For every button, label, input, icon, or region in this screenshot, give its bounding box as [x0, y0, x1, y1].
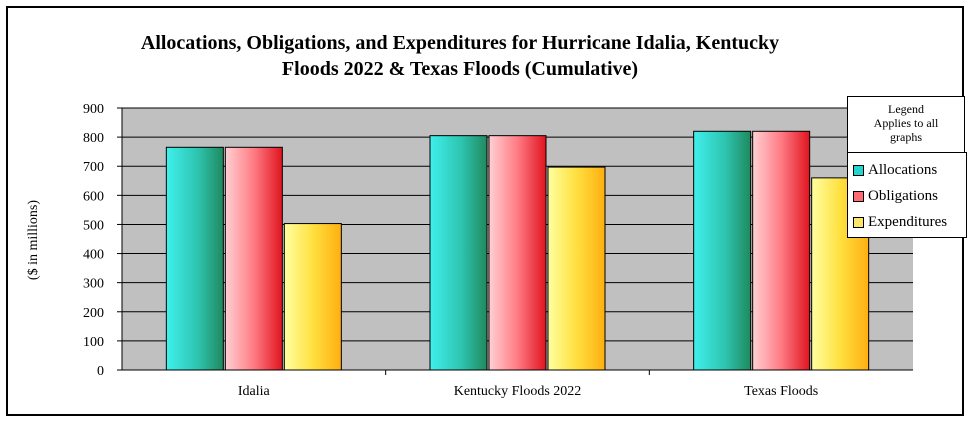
- y-tick-label: 0: [97, 364, 104, 379]
- legend-header: Legend Applies to all graphs: [847, 96, 965, 154]
- bar-obligations-1: [488, 135, 547, 371]
- legend-header-line-1: Legend: [888, 102, 924, 116]
- y-tick-label: 100: [83, 335, 104, 350]
- legend: Allocations Obligations Expenditures: [847, 152, 967, 238]
- x-tick-label: Idalia: [238, 384, 271, 399]
- legend-item-expenditures: Expenditures: [853, 209, 966, 235]
- bar-allocations-0: [165, 146, 224, 371]
- chart-title-line-2: Floods 2022 & Texas Floods (Cumulative): [281, 58, 639, 80]
- legend-header-line-3: graphs: [890, 130, 922, 144]
- y-tick-label: 500: [83, 218, 104, 233]
- y-tick-label: 900: [83, 102, 104, 117]
- chart-title-line-1: Allocations, Obligations, and Expenditur…: [140, 32, 780, 54]
- x-tick-label: Texas Floods: [744, 384, 818, 399]
- bar-expenditures-1: [547, 166, 606, 371]
- legend-swatch-allocations: [853, 164, 864, 176]
- bar-obligations-0: [224, 146, 283, 371]
- bar-obligations-2: [752, 130, 811, 371]
- bar-allocations-1: [429, 135, 488, 371]
- legend-swatch-expenditures: [853, 216, 864, 228]
- y-tick-label: 600: [83, 189, 104, 204]
- bar-expenditures-0: [283, 223, 342, 371]
- chart-title: Allocations, Obligations, and Expenditur…: [60, 30, 860, 82]
- legend-label-obligations: Obligations: [868, 187, 938, 204]
- legend-label-allocations: Allocations: [868, 161, 938, 178]
- bar-allocations-2: [693, 130, 752, 371]
- legend-swatch-obligations: [853, 190, 864, 202]
- legend-header-line-2: Applies to all: [873, 116, 939, 130]
- y-tick-label: 400: [83, 248, 104, 263]
- legend-label-expenditures: Expenditures: [868, 213, 948, 230]
- y-tick-label: 200: [83, 306, 104, 321]
- legend-item-allocations: Allocations: [853, 157, 966, 183]
- y-tick-label: 300: [83, 277, 104, 292]
- x-tick-label: Kentucky Floods 2022: [454, 384, 582, 399]
- y-tick-label: 800: [83, 131, 104, 146]
- y-tick-label: 700: [83, 160, 104, 175]
- legend-item-obligations: Obligations: [853, 183, 966, 209]
